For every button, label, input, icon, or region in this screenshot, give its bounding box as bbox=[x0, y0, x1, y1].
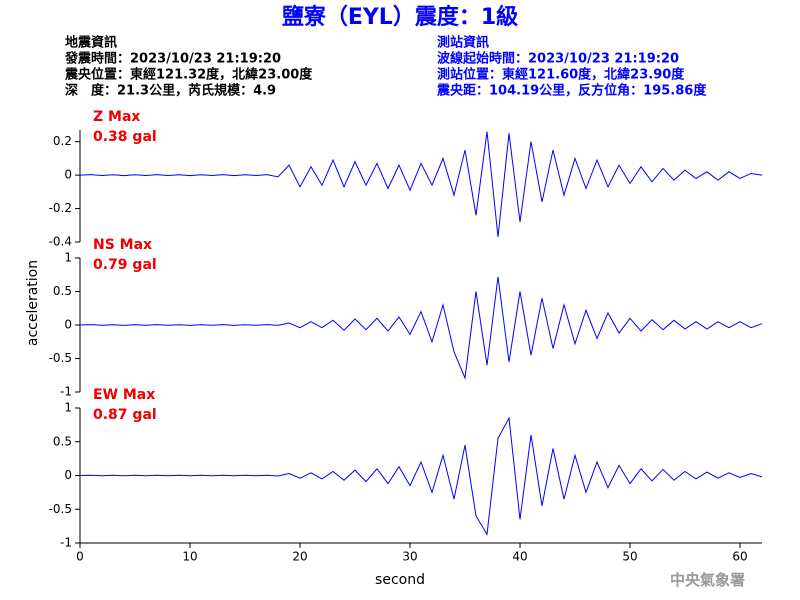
y-tick-label: -1 bbox=[60, 385, 72, 399]
max-annotation: 0.79 gal bbox=[93, 257, 157, 273]
event-info: 深 度：21.3公里，芮氏規模：4.9 bbox=[65, 83, 276, 99]
y-tick-label: 0.5 bbox=[53, 284, 72, 298]
station-info: 震央距：104.19公里，反方位角：195.86度 bbox=[436, 83, 707, 99]
max-annotation: 0.38 gal bbox=[93, 129, 157, 145]
max-annotation: EW Max bbox=[93, 387, 155, 403]
x-tick-label: 40 bbox=[512, 550, 527, 564]
event-info: 地震資訊 bbox=[65, 35, 117, 51]
station-info: 測站資訊 bbox=[437, 35, 489, 51]
max-annotation: NS Max bbox=[93, 237, 152, 253]
waveform bbox=[79, 416, 763, 536]
title: 鹽寮（EYL）震度：1級 bbox=[282, 4, 518, 30]
y-tick-label: -1 bbox=[60, 536, 72, 550]
x-tick-label: 30 bbox=[402, 550, 417, 564]
x-tick-label: 50 bbox=[622, 550, 637, 564]
y-tick-label: 1 bbox=[64, 251, 72, 265]
footer: 中央氣象署 bbox=[670, 571, 745, 589]
x-tick-label: 60 bbox=[732, 550, 747, 564]
y-tick-label: 0 bbox=[64, 468, 72, 482]
y-tick-label: -0.2 bbox=[49, 201, 72, 215]
x-tick-label: 0 bbox=[76, 550, 84, 564]
y-tick-label: 0 bbox=[64, 318, 72, 332]
y-tick-label: -0.4 bbox=[49, 235, 72, 249]
y-tick-label: 0 bbox=[64, 168, 72, 182]
waveform bbox=[79, 276, 763, 380]
y-tick-label: -0.5 bbox=[49, 502, 72, 516]
x-tick-label: 20 bbox=[292, 550, 307, 564]
station-info: 測站位置：東經121.60度，北緯23.90度 bbox=[437, 67, 685, 83]
y-tick-label: -0.5 bbox=[49, 351, 72, 365]
y-tick-label: 0.2 bbox=[53, 134, 72, 148]
y-axis-label: acceleration bbox=[25, 260, 41, 346]
max-annotation: 0.87 gal bbox=[93, 407, 157, 423]
event-info: 震央位置：東經121.32度，北緯23.00度 bbox=[64, 67, 313, 83]
waveform bbox=[79, 131, 763, 238]
y-tick-label: 0.5 bbox=[53, 434, 72, 448]
event-info: 發震時間：2023/10/23 21:19:20 bbox=[64, 51, 281, 67]
x-axis-label: second bbox=[375, 572, 425, 588]
x-tick-label: 10 bbox=[182, 550, 197, 564]
max-annotation: Z Max bbox=[93, 109, 140, 125]
y-tick-label: 1 bbox=[64, 401, 72, 415]
station-info: 波線起始時間：2023/10/23 21:19:20 bbox=[437, 51, 679, 67]
